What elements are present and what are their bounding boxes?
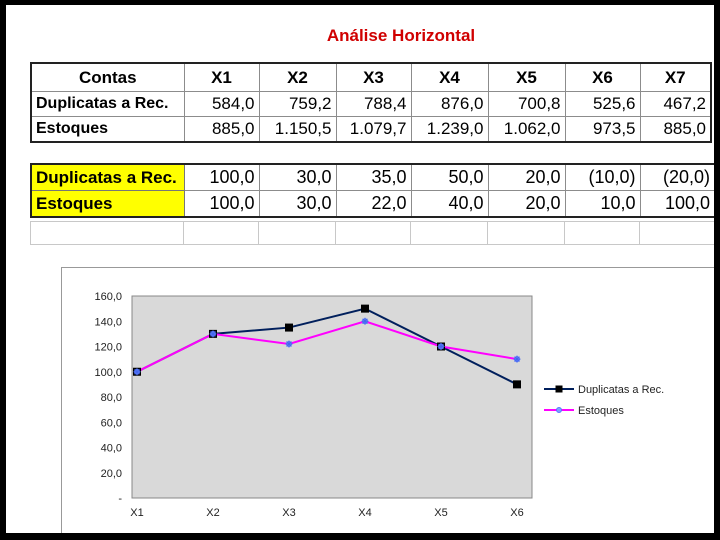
row-label-highlighted: Estoques [30, 190, 185, 218]
table-cell: 20,0 [487, 190, 566, 218]
table-cell: 40,0 [410, 190, 489, 218]
table-row: Duplicatas a Rec. 100,0 30,0 35,0 50,0 2… [30, 163, 714, 191]
table-cell: 10,0 [564, 190, 641, 218]
series-line-estoques [136, 320, 518, 373]
table-cell: 1.062,0 [487, 116, 566, 143]
data-point-estoques-star [361, 317, 369, 325]
table-cell: (20,0) [639, 163, 714, 191]
line-chart: - 20,0 40,0 60,0 80,0 100,0 120,0 140,0 160,0 X1 X… [94, 291, 708, 519]
table-cell: 788,4 [335, 91, 412, 117]
table-cell: 525,6 [564, 91, 641, 117]
y-tick-label: 160,0 [94, 291, 122, 303]
x-tick-label: X1 [130, 507, 143, 519]
table-cell: 35,0 [335, 163, 412, 191]
data-point-duplicatas [361, 304, 369, 313]
header-cell: Contas [30, 62, 185, 92]
empty-cell [335, 221, 411, 245]
y-tick-label: 40,0 [101, 443, 122, 455]
table-cell: 700,8 [487, 91, 566, 117]
data-point-estoques-star [133, 368, 141, 376]
table-cell: 100,0 [183, 163, 260, 191]
slide-title: Análise Horizontal [326, 26, 476, 45]
x-tick-label: X3 [282, 507, 295, 519]
horizontal-analysis-table: Duplicatas a Rec. 100,0 30,0 35,0 50,0 2… [30, 163, 714, 218]
data-point-estoques-star [513, 355, 521, 363]
y-tick-label: 20,0 [101, 468, 122, 480]
header-cell: X3 [335, 62, 412, 92]
table-row [30, 221, 714, 245]
line-chart-frame: - 20,0 40,0 60,0 80,0 100,0 120,0 140,0 160,0 X1 X… [61, 267, 714, 533]
legend-label: Duplicatas a Rec. [578, 384, 664, 396]
header-cell: X7 [639, 62, 712, 92]
table-cell: 973,5 [564, 116, 641, 143]
table-cell: 467,2 [639, 91, 712, 117]
slide: Análise Horizontal Contas X1 X2 X3 X4 X5… [6, 5, 714, 533]
header-cell: X5 [487, 62, 566, 92]
values-header-row: Contas X1 X2 X3 X4 X5 X6 X7 [30, 62, 712, 92]
table-cell: 100,0 [639, 190, 714, 218]
table-cell: 100,0 [183, 190, 260, 218]
table-cell: 50,0 [410, 163, 489, 191]
header-cell: X2 [258, 62, 337, 92]
legend-swatch-marker [556, 407, 562, 413]
table-cell: 30,0 [258, 190, 337, 218]
x-tick-label: X6 [510, 507, 523, 519]
y-tick-label: - [118, 493, 122, 505]
empty-cell [30, 221, 184, 245]
y-tick-label: 140,0 [94, 316, 122, 328]
table-row: Estoques 885,0 1.150,5 1.079,7 1.239,0 1… [30, 116, 712, 143]
y-tick-label: 120,0 [94, 342, 122, 354]
table-cell: 1.239,0 [410, 116, 489, 143]
empty-cell [258, 221, 336, 245]
legend-swatch-marker [555, 385, 563, 393]
table-cell: 885,0 [183, 116, 260, 143]
empty-cell [564, 221, 640, 245]
y-tick-label: 80,0 [101, 392, 122, 404]
table-cell: 876,0 [410, 91, 489, 117]
row-label-highlighted: Duplicatas a Rec. [30, 163, 185, 191]
table-row: Estoques 100,0 30,0 22,0 40,0 20,0 10,0 … [30, 190, 714, 218]
table-cell: 584,0 [183, 91, 260, 117]
table-cell: 885,0 [639, 116, 712, 143]
data-point-estoques-star [437, 343, 445, 350]
x-tick-label: X2 [206, 507, 219, 519]
data-point-estoques-star [209, 330, 217, 338]
table-cell: (10,0) [564, 163, 641, 191]
y-tick-label: 100,0 [94, 367, 122, 379]
table-cell: 1.150,5 [258, 116, 337, 143]
plot-area [131, 295, 533, 499]
row-label: Estoques [30, 116, 185, 143]
header-cell: X4 [410, 62, 489, 92]
header-cell: X6 [564, 62, 641, 92]
row-label: Duplicatas a Rec. [30, 91, 185, 117]
data-point-duplicatas [513, 380, 521, 389]
table-row: Duplicatas a Rec. 584,0 759,2 788,4 876,… [30, 91, 712, 117]
legend-box [538, 377, 708, 421]
x-tick-label: X5 [434, 507, 447, 519]
empty-cell [183, 221, 259, 245]
table-cell: 22,0 [335, 190, 412, 218]
empty-cell [487, 221, 565, 245]
header-cell: X1 [183, 62, 260, 92]
values-table: Contas X1 X2 X3 X4 X5 X6 X7 Duplicatas a… [30, 62, 712, 143]
data-point-estoques-star [285, 340, 293, 348]
empty-cell [639, 221, 714, 245]
empty-spreadsheet-row [30, 221, 714, 245]
legend-label: Estoques [578, 405, 624, 417]
table-cell: 30,0 [258, 163, 337, 191]
data-point-duplicatas [285, 323, 293, 332]
empty-cell [410, 221, 488, 245]
table-cell: 759,2 [258, 91, 337, 117]
table-cell: 1.079,7 [335, 116, 412, 143]
table-cell: 20,0 [487, 163, 566, 191]
x-tick-label: X4 [358, 507, 371, 519]
y-tick-label: 60,0 [101, 417, 122, 429]
